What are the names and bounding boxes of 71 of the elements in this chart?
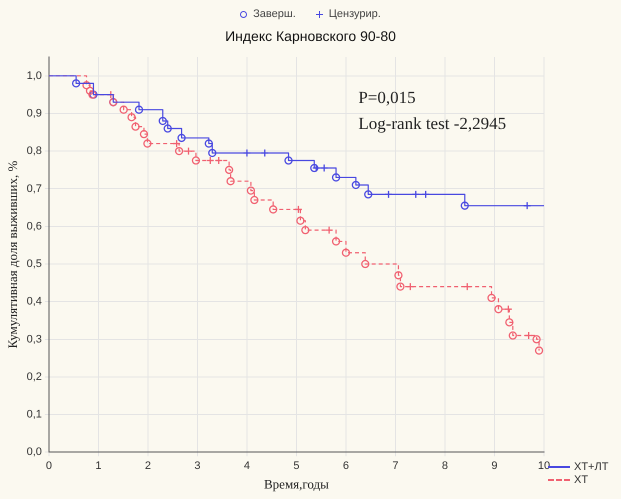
point <box>86 86 94 96</box>
legend-label: Цензурир. <box>328 8 381 20</box>
x-tick-label: 9 <box>491 460 498 472</box>
point <box>269 205 278 214</box>
point <box>164 124 172 133</box>
point <box>296 216 305 225</box>
chart-title: Индекс Карновского 90-80 <box>224 28 397 44</box>
point <box>134 106 144 114</box>
y-tick-label: 0,3 <box>26 333 42 346</box>
y-tick-label: 0,2 <box>26 370 42 383</box>
legend-label: ХТ <box>574 474 588 486</box>
x-tick-label: 5 <box>293 460 300 472</box>
point <box>140 130 148 138</box>
point <box>246 186 256 195</box>
annotation: P=0,015 <box>358 88 416 107</box>
point <box>396 282 405 291</box>
point <box>224 166 234 174</box>
point <box>342 248 350 257</box>
x-tick-label: 1 <box>95 460 102 472</box>
point <box>250 196 259 204</box>
x-tick-label: 0 <box>46 460 52 472</box>
point <box>301 226 310 234</box>
point <box>284 156 293 165</box>
point <box>120 106 128 114</box>
x-tick-label: 2 <box>144 460 151 472</box>
point <box>394 271 403 280</box>
point <box>352 180 360 190</box>
y-tick-label: 0,5 <box>26 258 42 270</box>
point <box>192 156 200 165</box>
x-tick-label: 4 <box>244 460 250 472</box>
point <box>172 139 181 148</box>
y-tick-label: 0,0 <box>26 446 42 458</box>
legend-label: Заверш. <box>253 8 296 20</box>
y-tick-label: 0,4 <box>26 296 42 308</box>
point <box>131 122 140 131</box>
point <box>534 346 544 355</box>
y-axis-title: Кумулятивная доля выживших, % <box>5 160 20 348</box>
y-tick-label: 0,9 <box>26 107 42 120</box>
x-axis-title: Время,годы <box>264 476 330 492</box>
y-tick-label: 0,7 <box>26 182 42 195</box>
point <box>158 116 167 126</box>
x-tick-label: 6 <box>342 460 350 472</box>
point <box>508 331 517 340</box>
point <box>226 177 235 186</box>
point <box>174 146 184 156</box>
point <box>72 79 80 88</box>
y-tick-label: 0,1 <box>26 408 42 421</box>
point <box>82 81 91 90</box>
point <box>505 318 514 326</box>
point <box>364 190 372 199</box>
y-tick-label: 0,6 <box>26 220 42 232</box>
y-tick-label: 0,8 <box>26 145 42 158</box>
point <box>494 305 503 314</box>
point <box>332 237 340 246</box>
point <box>332 173 340 182</box>
point <box>487 294 496 302</box>
point <box>143 139 152 148</box>
annotation: Log-rank test -2,2945 <box>358 114 506 133</box>
point <box>127 113 136 122</box>
point <box>177 134 186 142</box>
point <box>532 335 541 344</box>
x-tick-label: 7 <box>392 460 399 472</box>
point <box>460 202 469 210</box>
point <box>204 139 213 148</box>
x-tick-label: 8 <box>442 460 448 472</box>
y-tick-label: 1,0 <box>26 70 42 82</box>
legend-label: ХТ+ЛТ <box>574 460 608 472</box>
x-tick-label: 3 <box>194 460 200 472</box>
point <box>361 260 370 268</box>
point <box>208 148 216 158</box>
point <box>310 164 318 172</box>
